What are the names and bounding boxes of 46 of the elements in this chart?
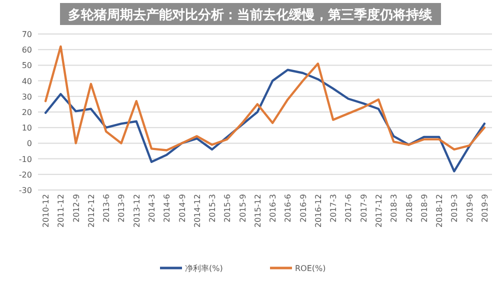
y-tick-label: 20 xyxy=(22,108,32,117)
x-tick-label: 2018-6 xyxy=(404,194,414,222)
x-tick-label: 2013-9 xyxy=(117,194,126,222)
y-tick-label: 50 xyxy=(22,61,32,70)
x-tick-label: 2015-6 xyxy=(223,194,232,222)
y-tick-label: 60 xyxy=(22,46,32,55)
x-tick-label: 2014-9 xyxy=(178,194,187,222)
y-tick-label: 40 xyxy=(22,76,32,86)
x-tick-label: 2017-6 xyxy=(344,194,354,222)
y-tick-label: 70 xyxy=(22,30,32,39)
y-tick-label: 30 xyxy=(22,92,32,102)
y-tick-label: -30 xyxy=(18,186,32,195)
x-tick-label: 2014-6 xyxy=(162,194,172,222)
legend-label: ROE(%) xyxy=(295,264,326,273)
x-tick-label: 2010-12 xyxy=(42,194,51,228)
x-tick-label: 2019-6 xyxy=(465,194,474,222)
x-tick-label: 2017-3 xyxy=(329,194,338,222)
x-tick-label: 2016-6 xyxy=(284,194,293,222)
x-tick-label: 2014-12 xyxy=(192,194,202,228)
x-tick-label: 2015-3 xyxy=(208,194,218,222)
x-tick-label: 2012-12 xyxy=(86,194,96,228)
x-tick-label: 2017-12 xyxy=(374,194,384,228)
x-tick-label: 2013-12 xyxy=(132,194,142,228)
y-tick-label: -10 xyxy=(18,154,32,164)
x-tick-label: 2019-9 xyxy=(480,194,490,222)
x-tick-label: 2016-9 xyxy=(298,194,308,222)
x-tick-label: 2016-12 xyxy=(314,194,323,228)
x-tick-label: 2018-3 xyxy=(390,194,399,222)
x-tick-label: 2013-6 xyxy=(102,194,112,222)
x-tick-label: 2011-12 xyxy=(56,194,66,228)
x-tick-label: 2018-9 xyxy=(420,194,429,222)
y-tick-label: -20 xyxy=(18,170,32,180)
y-tick-label: 0 xyxy=(26,139,32,148)
x-tick-label: 2015-9 xyxy=(238,194,248,222)
legend-label: 净利率(%) xyxy=(185,264,223,273)
line-series xyxy=(44,45,486,152)
x-tick-label: 2019-3 xyxy=(450,194,460,222)
chart-title: 多轮猪周期去产能对比分析：当前去化缓慢，第三季度仍将持续 xyxy=(68,7,433,23)
x-tick-label: 2012-9 xyxy=(72,194,81,222)
y-tick-label: 10 xyxy=(22,124,32,133)
x-tick-label: 2015-12 xyxy=(253,194,262,228)
x-tick-label: 2018-12 xyxy=(435,194,444,228)
line-series xyxy=(44,68,486,172)
x-tick-label: 2016-3 xyxy=(268,194,278,222)
x-tick-label: 2014-3 xyxy=(148,194,156,222)
x-tick-label: 2017-9 xyxy=(359,194,368,222)
